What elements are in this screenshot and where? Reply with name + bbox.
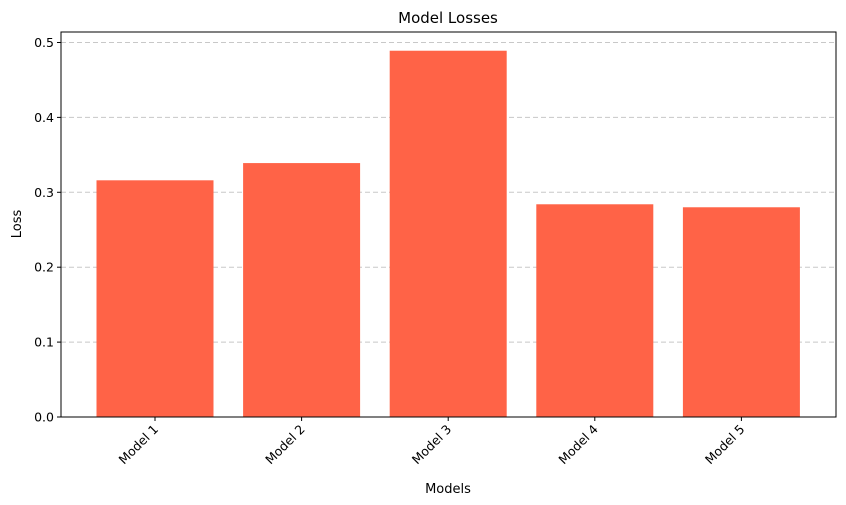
y-tick-label: 0.0 [34,410,54,425]
bar-1 [96,180,214,417]
y-axis-ticks: 0.0 0.1 0.2 0.3 0.4 0.5 [34,35,61,425]
bar-2 [243,163,361,417]
bar-4 [536,204,654,417]
y-tick-label: 0.5 [34,35,54,50]
x-tick-label: Model 5 [702,422,748,468]
y-axis-label: Loss [10,210,25,239]
x-axis-ticks: Model 1 Model 2 Model 3 Model 4 Model 5 [116,417,748,467]
x-tick-label: Model 4 [555,421,601,467]
x-tick-label: Model 2 [262,422,308,468]
x-tick-label: Model 1 [116,422,162,468]
bar-3 [389,50,507,418]
chart-title: Model Losses [398,9,498,27]
y-tick-label: 0.3 [34,185,54,200]
x-tick-label: Model 3 [409,422,455,468]
y-tick-label: 0.4 [34,110,54,125]
y-tick-label: 0.1 [34,335,54,350]
x-axis-label: Models [425,482,471,497]
y-tick-label: 0.2 [34,260,54,275]
bars [96,50,800,418]
bar-5 [682,207,800,417]
